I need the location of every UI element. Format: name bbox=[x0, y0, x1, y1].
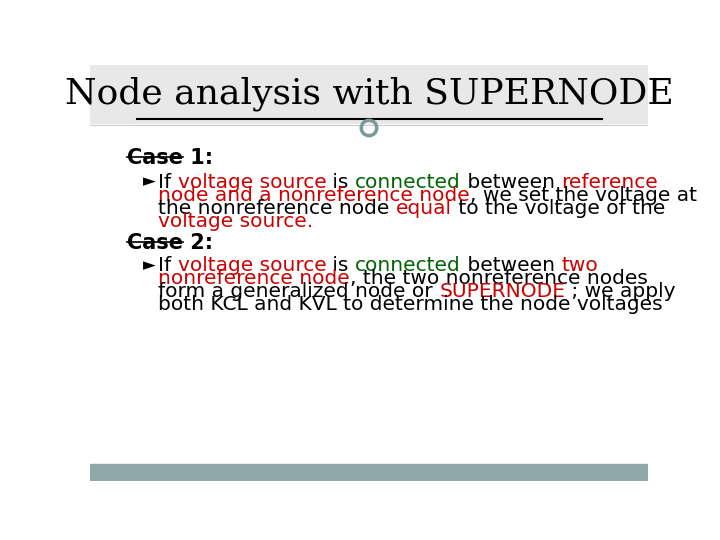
Text: is: is bbox=[326, 256, 355, 275]
Text: is: is bbox=[326, 173, 355, 192]
Text: If: If bbox=[158, 173, 178, 192]
Text: ►: ► bbox=[143, 173, 156, 191]
Text: Case 2:: Case 2: bbox=[127, 233, 213, 253]
Text: If: If bbox=[158, 256, 178, 275]
Bar bbox=[90, 65, 648, 123]
Text: Case 1:: Case 1: bbox=[127, 148, 213, 168]
Text: reference: reference bbox=[562, 173, 658, 192]
Text: connected: connected bbox=[355, 256, 461, 275]
Text: SUPERNODE: SUPERNODE bbox=[439, 282, 565, 301]
Text: equal: equal bbox=[396, 199, 452, 218]
Text: form a generalized node or: form a generalized node or bbox=[158, 282, 439, 301]
Text: to the voltage of the: to the voltage of the bbox=[452, 199, 665, 218]
Text: between: between bbox=[461, 173, 562, 192]
Text: nonreference node: nonreference node bbox=[158, 269, 350, 288]
Bar bbox=[90, 464, 648, 481]
Text: voltage source: voltage source bbox=[178, 256, 326, 275]
Text: both KCL and KVL to determine the node voltages: both KCL and KVL to determine the node v… bbox=[158, 295, 663, 314]
Text: two: two bbox=[562, 256, 598, 275]
Text: the nonreference node: the nonreference node bbox=[158, 199, 396, 218]
Text: ►: ► bbox=[143, 256, 156, 274]
Text: , we set the voltage at: , we set the voltage at bbox=[470, 186, 697, 205]
Text: between: between bbox=[461, 256, 562, 275]
Text: Node analysis with SUPERNODE: Node analysis with SUPERNODE bbox=[65, 77, 673, 111]
Text: ; we apply: ; we apply bbox=[565, 282, 675, 301]
Text: voltage source: voltage source bbox=[178, 173, 326, 192]
Text: node and a nonreference node: node and a nonreference node bbox=[158, 186, 470, 205]
Text: voltage source.: voltage source. bbox=[158, 212, 313, 231]
Text: , the two nonreference nodes: , the two nonreference nodes bbox=[350, 269, 648, 288]
Text: connected: connected bbox=[355, 173, 461, 192]
